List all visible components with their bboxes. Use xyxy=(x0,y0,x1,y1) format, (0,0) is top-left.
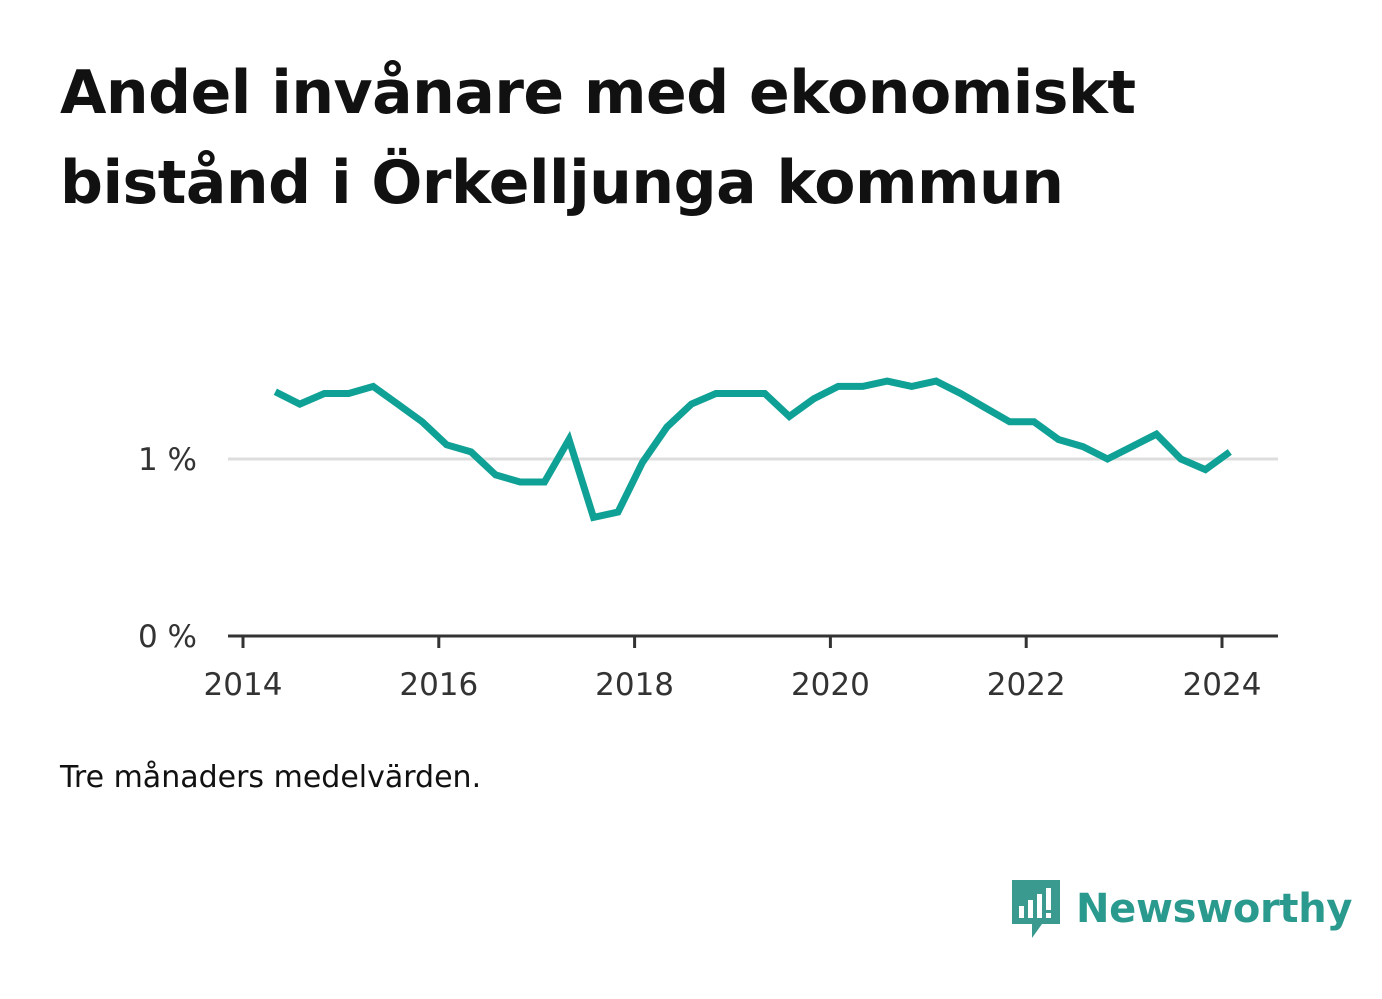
x-tick-label: 2020 xyxy=(791,667,870,703)
x-tick-label: 2018 xyxy=(595,667,674,703)
series-lines xyxy=(273,377,1232,522)
y-axis-ticks: 0 % 1 % xyxy=(138,442,197,655)
chart-title: Andel invånare med ekonomiskt bistånd i … xyxy=(60,58,1136,218)
y-tick-label: 1 % xyxy=(138,442,197,478)
chart-footnote: Tre månaders medelvärden. xyxy=(60,760,482,795)
y-tick-label: 0 % xyxy=(138,619,197,655)
series-line xyxy=(273,377,1232,522)
x-tick-label: 2016 xyxy=(399,667,478,703)
newsworthy-logo-icon xyxy=(1012,880,1060,938)
x-tick-label: 2014 xyxy=(204,667,283,703)
brand-name: Newsworthy xyxy=(1076,886,1353,932)
x-tick-label: 2022 xyxy=(987,667,1066,703)
x-tick-label: 2024 xyxy=(1183,667,1262,703)
x-axis: 2014 2016 2018 2020 2022 2024 xyxy=(204,634,1278,703)
brand-logo[interactable]: Newsworthy xyxy=(1010,878,1353,940)
